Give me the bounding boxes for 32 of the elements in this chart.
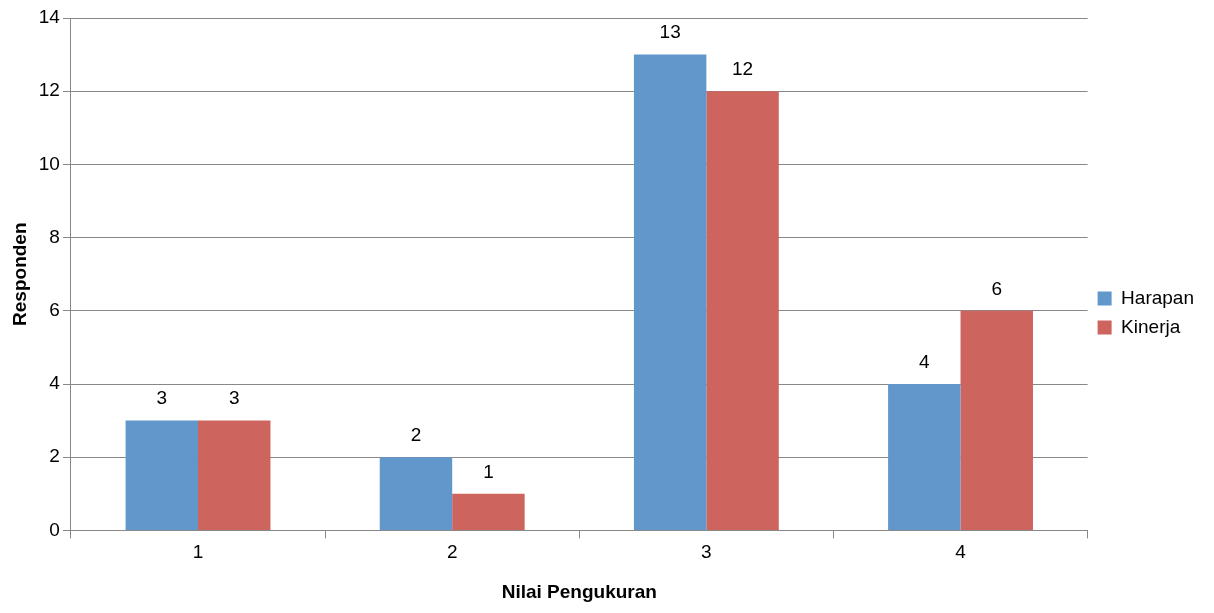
bar <box>706 91 779 530</box>
data-label: 6 <box>991 277 1003 299</box>
x-tick-label: 4 <box>955 541 967 563</box>
x-tick-label: 1 <box>192 541 204 563</box>
y-tick-label: 0 <box>49 518 60 540</box>
legend-label: Harapan <box>1121 286 1195 308</box>
bar <box>379 457 453 530</box>
y-axis-title: Responden <box>8 222 30 326</box>
bar <box>198 420 271 530</box>
y-tick-label: 12 <box>38 79 60 101</box>
data-label: 3 <box>156 387 168 409</box>
y-tick-label: 2 <box>49 445 60 467</box>
bar <box>633 54 707 530</box>
data-label: 4 <box>919 350 931 372</box>
x-tick-label: 3 <box>701 541 712 563</box>
data-label: 2 <box>410 423 422 445</box>
x-axis-title: Nilai Pengukuran <box>501 580 657 602</box>
bar <box>452 493 525 530</box>
bar <box>125 420 199 530</box>
y-tick-label: 4 <box>49 372 61 394</box>
y-tick-label: 14 <box>38 6 61 28</box>
x-tick-label: 2 <box>446 541 458 563</box>
data-label: 13 <box>659 21 681 43</box>
y-tick-label: 10 <box>38 152 60 174</box>
bar <box>888 384 961 530</box>
data-label: 1 <box>483 460 494 482</box>
y-tick-label: 8 <box>49 225 60 247</box>
bar <box>960 310 1033 530</box>
data-label: 3 <box>228 387 240 409</box>
legend-label: Kinerja <box>1121 315 1181 337</box>
data-label: 12 <box>732 57 754 79</box>
y-tick-label: 6 <box>49 299 60 321</box>
